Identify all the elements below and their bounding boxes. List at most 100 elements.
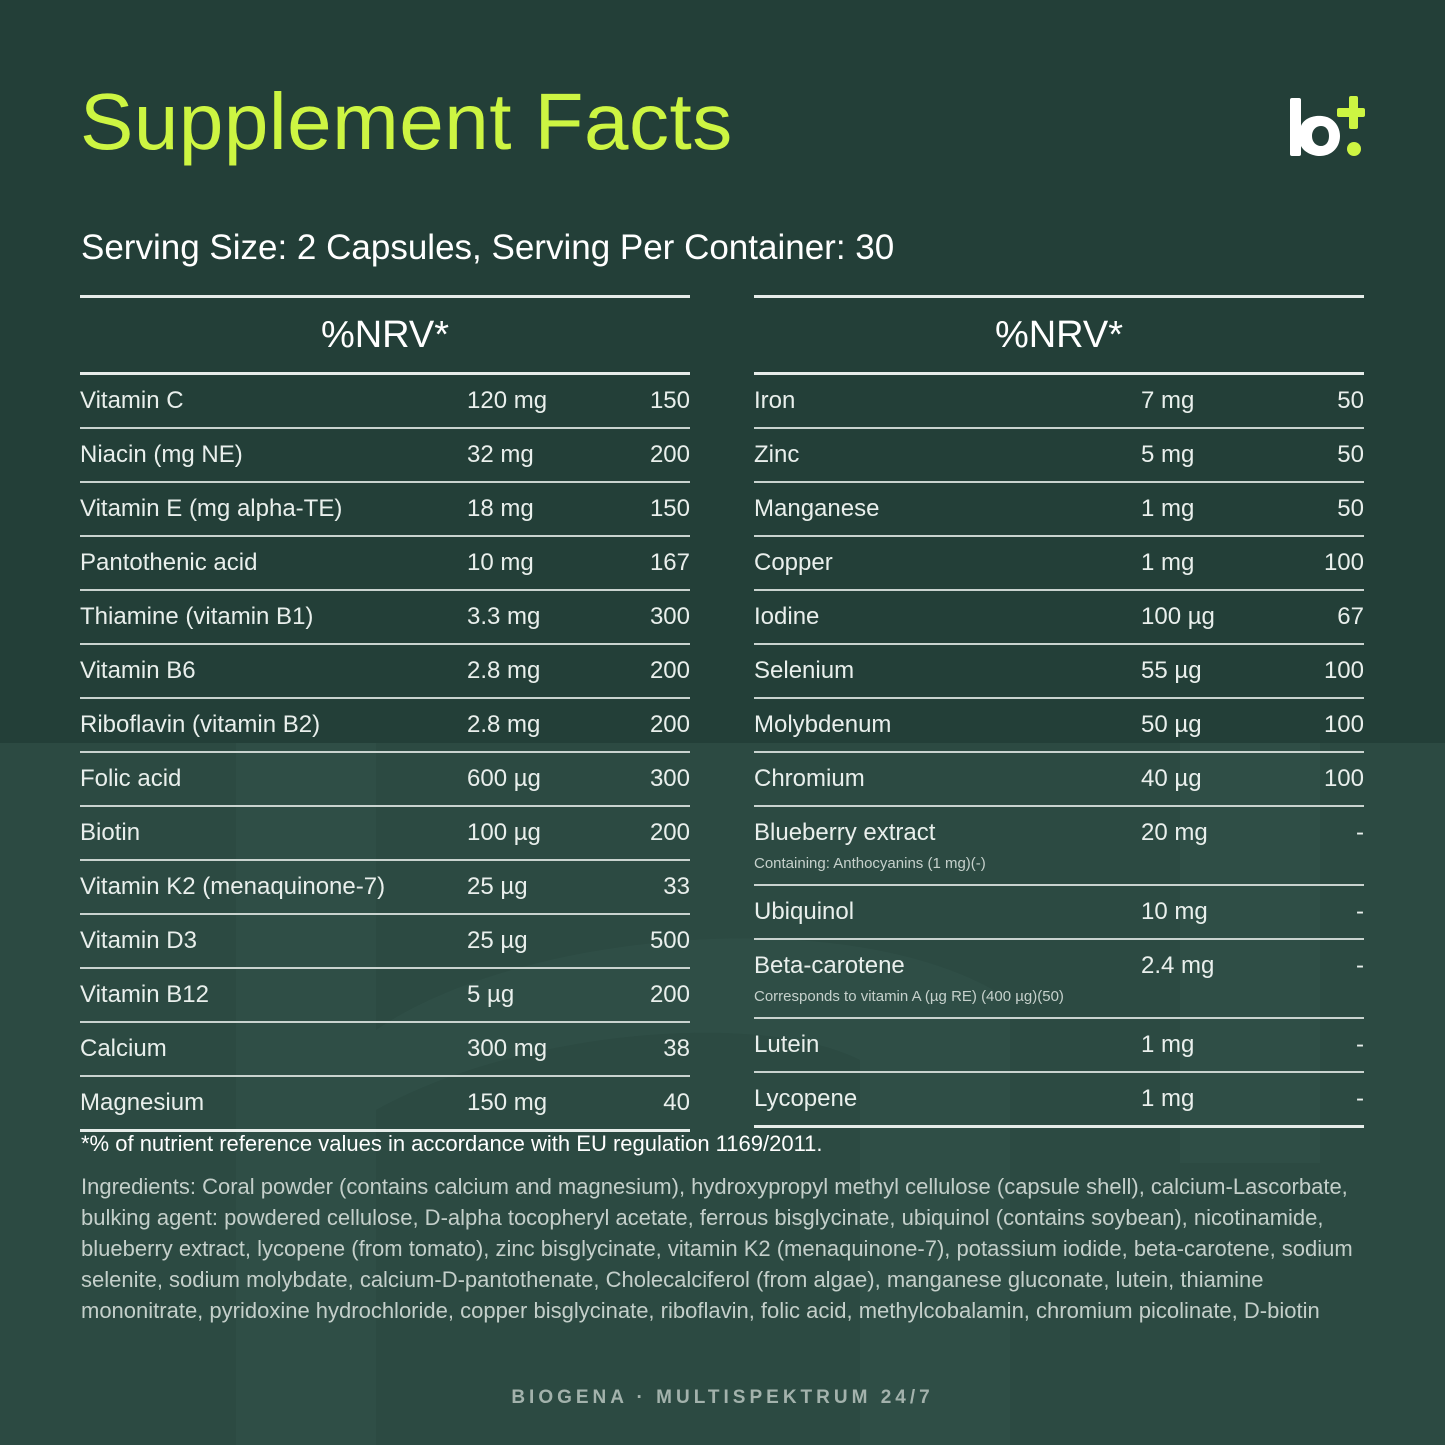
nutrient-nrv: 300 [649,765,690,792]
nutrient-name: Iodine [754,603,820,630]
nutrient-nrv: - [1356,952,1364,979]
nutrient-name: Beta-carotene [754,952,905,979]
table-row: Zinc 5 mg 50 [754,427,1364,481]
nutrient-name: Selenium [754,657,855,684]
nutrient-nrv: 200 [649,441,690,468]
table-row: Lycopene 1 mg - [754,1071,1364,1125]
nutrient-name: Copper [754,549,833,576]
table-row: Chromium 40 µg 100 [754,751,1364,805]
nutrient-amount: 2.8 mg [467,657,541,684]
nutrient-name: Vitamin B12 [80,981,209,1008]
nrv-footnote: *% of nutrient reference values in accor… [81,1131,823,1156]
nutrient-amount: 100 µg [1141,603,1215,630]
table-body: Vitamin C 120 mg 150 Niacin (mg NE) 32 mg 200… [80,375,690,1129]
serving-size-text: Serving Size: 2 Capsules, Serving Per Co… [81,228,895,267]
nutrient-nrv: - [1356,898,1364,925]
nutrient-amount: 20 mg [1141,819,1208,846]
brand-logo-icon [1290,96,1365,156]
nutrient-nrv: 38 [663,1035,690,1062]
table-row: Copper 1 mg 100 [754,535,1364,589]
table-body: Iron 7 mg 50 Zinc 5 mg 50 Manganese 1 mg 50 Coppe… [754,375,1364,1125]
nutrient-amount: 150 mg [467,1089,548,1116]
table-row: Iron 7 mg 50 [754,375,1364,427]
nutrient-amount: 18 mg [467,495,534,522]
nutrient-nrv: - [1356,1031,1364,1058]
nutrient-nrv: 200 [649,657,690,684]
nutrient-amount: 10 mg [467,549,534,576]
table-row: Lutein 1 mg - [754,1017,1364,1071]
nutrient-amount: 55 µg [1141,657,1202,684]
table-row: Selenium 55 µg 100 [754,643,1364,697]
table-row: Blueberry extract 20 mg - Containing: Antho… [754,805,1364,884]
nutrient-name: Blueberry extract [754,819,936,846]
table-row: Folic acid 600 µg 300 [80,751,690,805]
nutrient-amount: 5 mg [1141,441,1195,468]
nutrient-name: Pantothenic acid [80,549,258,576]
nutrient-name: Thiamine (vitamin B1) [80,603,314,630]
nutrient-name: Vitamin E (mg alpha-TE) [80,495,343,522]
nutrient-name: Niacin (mg NE) [80,441,243,468]
nutrient-name: Folic acid [80,765,182,792]
nutrient-name: Vitamin C [80,387,184,414]
table-row: Calcium 300 mg 38 [80,1021,690,1075]
nutrient-nrv: 100 [1323,657,1364,684]
table-row: Iodine 100 µg 67 [754,589,1364,643]
nutrient-amount: 300 mg [467,1035,548,1062]
table-row: Manganese 1 mg 50 [754,481,1364,535]
table-row: Vitamin E (mg alpha-TE) 18 mg 150 [80,481,690,535]
table-row: Vitamin C 120 mg 150 [80,375,690,427]
nutrient-amount: 40 µg [1141,765,1202,792]
nutrient-note: Corresponds to vitamin A (µg RE) (400 µg… [754,988,1064,1005]
table-header-nrv: %NRV* [754,298,1364,375]
table-row: Pantothenic acid 10 mg 167 [80,535,690,589]
nutrient-name: Vitamin K2 (menaquinone-7) [80,873,386,900]
nutrient-name: Iron [754,387,796,414]
nutrient-amount: 120 mg [467,387,548,414]
nutrient-table-right: %NRV* Iron 7 mg 50 Zinc 5 mg 50 Manganese 1 mg 5… [754,295,1364,1128]
nutrient-name: Molybdenum [754,711,892,738]
table-row: Molybdenum 50 µg 100 [754,697,1364,751]
nutrient-nrv: 500 [649,927,690,954]
nutrient-name: Vitamin B6 [80,657,196,684]
page-title: Supplement Facts [80,77,733,166]
table-row: Vitamin K2 (menaquinone-7) 25 µg 33 [80,859,690,913]
nutrient-nrv: 33 [663,873,690,900]
table-row: Biotin 100 µg 200 [80,805,690,859]
table-row: Ubiquinol 10 mg - [754,884,1364,938]
nutrient-nrv: 167 [649,549,690,576]
nutrient-nrv: - [1356,1085,1364,1112]
nutrient-nrv: 100 [1323,711,1364,738]
nutrient-amount: 1 mg [1141,549,1195,576]
nutrient-name: Riboflavin (vitamin B2) [80,711,321,738]
table-row: Niacin (mg NE) 32 mg 200 [80,427,690,481]
nutrient-name: Manganese [754,495,880,522]
table-row: Thiamine (vitamin B1) 3.3 mg 300 [80,589,690,643]
nutrient-amount: 10 mg [1141,898,1208,925]
nutrient-nrv: 50 [1337,441,1364,468]
table-row: Magnesium 150 mg 40 [80,1075,690,1129]
nutrient-nrv: 67 [1337,603,1364,630]
nutrient-nrv: 100 [1323,765,1364,792]
nutrient-amount: 5 µg [467,981,515,1008]
table-row: Vitamin B6 2.8 mg 200 [80,643,690,697]
nutrient-amount: 50 µg [1141,711,1202,738]
nutrient-nrv: 200 [649,711,690,738]
nutrient-amount: 1 mg [1141,1085,1195,1112]
nutrient-name: Zinc [754,441,800,468]
nutrient-nrv: 40 [663,1089,690,1116]
nutrient-amount: 2.4 mg [1141,952,1215,979]
nutrient-nrv: 100 [1323,549,1364,576]
nutrient-amount: 3.3 mg [467,603,541,630]
nutrient-nrv: 200 [649,819,690,846]
nutrient-name: Ubiquinol [754,898,855,925]
nutrient-name: Vitamin D3 [80,927,197,954]
nutrient-amount: 32 mg [467,441,534,468]
nutrient-nrv: - [1356,819,1364,846]
table-row: Vitamin D3 25 µg 500 [80,913,690,967]
nutrient-nrv: 50 [1337,387,1364,414]
nutrient-name: Lutein [754,1031,820,1058]
table-row: Beta-carotene 2.4 mg - Corresponds to vitam… [754,938,1364,1017]
nutrient-amount: 600 µg [467,765,541,792]
nutrient-note: Containing: Anthocyanins (1 mg)(-) [754,855,986,872]
ingredients-text: Ingredients: Coral powder (contains calc… [81,1174,1353,1323]
